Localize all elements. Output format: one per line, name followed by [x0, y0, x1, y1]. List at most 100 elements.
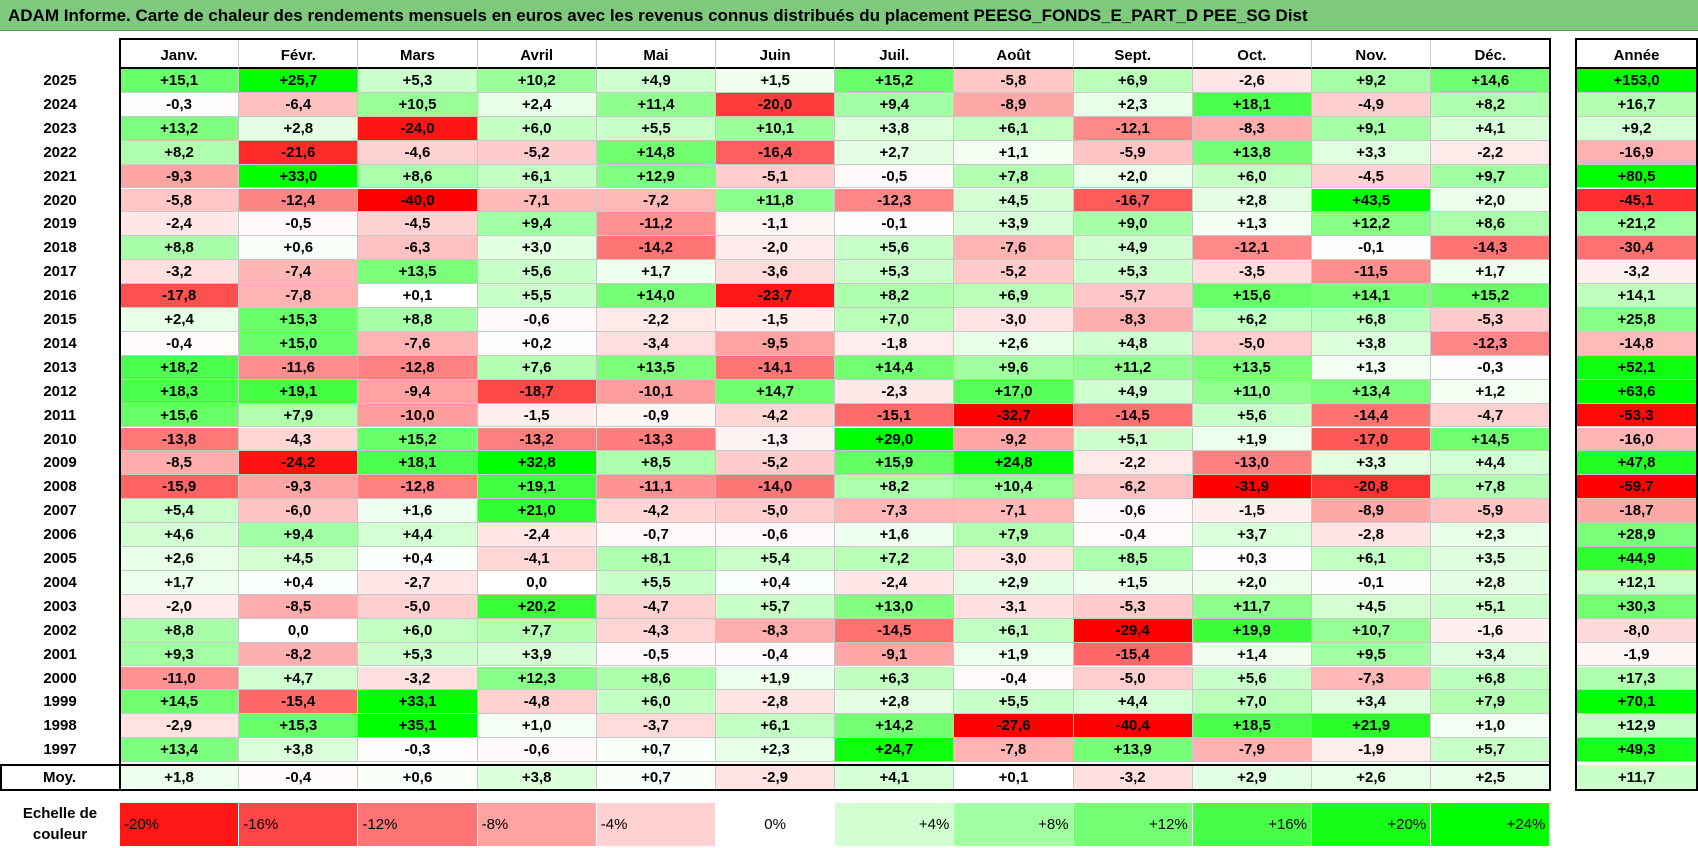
- heatmap-cell: +9,3: [120, 642, 240, 667]
- heatmap-cell: -4,9: [1312, 92, 1432, 117]
- year-label: 2007: [43, 502, 77, 520]
- heatmap-cell: -2,2: [596, 308, 716, 332]
- month-header: Déc.: [1431, 38, 1551, 69]
- heatmap-cell: -9,5: [716, 331, 836, 356]
- year-label: 1999: [43, 693, 77, 711]
- heatmap-cell: +6,2: [1192, 308, 1312, 332]
- heatmap-cell: +13,9: [1073, 738, 1193, 763]
- year-label: 2014: [43, 334, 77, 352]
- heatmap-cell: +15,2: [358, 427, 478, 452]
- color-scale-stop: 0%: [716, 803, 836, 846]
- heatmap-cell: -11,6: [239, 355, 359, 380]
- heatmap-cell: -5,3: [1431, 308, 1551, 332]
- heatmap-cell: +3,3: [1312, 451, 1432, 476]
- heatmap-cell: -2,4: [120, 212, 240, 237]
- heatmap-cell: -15,9: [120, 475, 240, 500]
- chart-title: ADAM Informe. Carte de chaleur des rende…: [0, 0, 1698, 31]
- heatmap-cell: +0,6: [239, 236, 359, 261]
- heatmap-cell: +8,8: [358, 308, 478, 332]
- heatmap-cell: +14,1: [1312, 284, 1432, 308]
- annual-cell: +16,7: [1576, 92, 1698, 117]
- month-header: Oct.: [1192, 38, 1312, 69]
- heatmap-cell: +5,7: [716, 594, 836, 619]
- heatmap-cell: +33,0: [239, 164, 359, 189]
- heatmap-cell: +14,2: [835, 714, 955, 739]
- heatmap-cell: -3,1: [954, 594, 1074, 619]
- month-header: Févr.: [239, 38, 359, 69]
- heatmap-cell: -8,3: [1073, 308, 1193, 332]
- color-scale-stop: +4%: [835, 803, 955, 846]
- heatmap-cell: -5,2: [954, 260, 1074, 285]
- heatmap-cell: +7,0: [1192, 690, 1312, 715]
- heatmap-cell: -13,2: [477, 427, 597, 452]
- heatmap-cell: +2,6: [120, 547, 240, 571]
- heatmap-cell: +5,5: [596, 116, 716, 141]
- heatmap-cell: -5,9: [1431, 499, 1551, 524]
- heatmap-cell: +8,2: [1431, 92, 1551, 117]
- heatmap-cell: -12,8: [358, 355, 478, 380]
- average-cell: +3,8: [477, 765, 597, 792]
- annual-cell: -45,1: [1576, 188, 1698, 213]
- heatmap-cell: +19,1: [239, 379, 359, 404]
- heatmap-cell: -5,8: [954, 69, 1074, 93]
- color-scale-stop: -16%: [239, 803, 359, 846]
- heatmap-cell: +5,5: [477, 284, 597, 308]
- heatmap-cell: +5,1: [1073, 427, 1193, 452]
- heatmap-cell: 0,0: [477, 570, 597, 595]
- heatmap-cell: +15,0: [239, 331, 359, 356]
- heatmap-cell: -7,3: [835, 499, 955, 524]
- annual-cell: -16,9: [1576, 140, 1698, 165]
- average-cell: +0,6: [358, 765, 478, 792]
- heatmap-cell: +8,6: [1431, 212, 1551, 237]
- heatmap-cell: -3,6: [716, 260, 836, 285]
- heatmap-cell: +6,1: [954, 116, 1074, 141]
- year-label: 2017: [43, 263, 77, 281]
- heatmap-cell: -2,2: [1431, 140, 1551, 165]
- heatmap-cell: +3,8: [1312, 331, 1432, 356]
- heatmap-cell: -3,4: [596, 331, 716, 356]
- heatmap-cell: +1,5: [716, 69, 836, 93]
- heatmap-cell: +6,1: [1312, 547, 1432, 571]
- heatmap-cell: -1,3: [716, 427, 836, 452]
- year-label: 2018: [43, 239, 77, 257]
- heatmap-cell: -0,6: [716, 523, 836, 547]
- heatmap-cell: +17,0: [954, 379, 1074, 404]
- heatmap-cell: +6,1: [716, 714, 836, 739]
- heatmap-cell: -0,1: [835, 212, 955, 237]
- heatmap-cell: +5,1: [1431, 594, 1551, 619]
- heatmap-cell: -14,2: [596, 236, 716, 261]
- heatmap-cell: -1,9: [1312, 738, 1432, 763]
- heatmap-cell: +2,8: [1192, 188, 1312, 213]
- color-scale-stop: -12%: [358, 803, 478, 846]
- heatmap-cell: -8,9: [954, 92, 1074, 117]
- heatmap-cell: -15,4: [239, 690, 359, 715]
- heatmap-cell: +9,4: [835, 92, 955, 117]
- heatmap-cell: -8,3: [716, 618, 836, 643]
- heatmap-cell: +0,4: [239, 570, 359, 595]
- heatmap-cell: +9,0: [1073, 212, 1193, 237]
- heatmap-cell: -3,7: [596, 714, 716, 739]
- year-label: 2011: [43, 406, 77, 424]
- heatmap-cell: +14,0: [596, 284, 716, 308]
- heatmap-cell: -2,0: [716, 236, 836, 261]
- heatmap-cell: +14,8: [596, 140, 716, 165]
- color-scale-label-line2: couleur: [32, 826, 88, 843]
- heatmap-cell: +4,9: [1073, 236, 1193, 261]
- average-cell: -3,2: [1073, 765, 1193, 792]
- heatmap-cell: -40,0: [358, 188, 478, 213]
- heatmap-cell: -7,8: [954, 738, 1074, 763]
- heatmap-cell: -7,4: [239, 260, 359, 285]
- heatmap-cell: -0,5: [596, 642, 716, 667]
- heatmap-cell: +4,9: [596, 69, 716, 93]
- heatmap-cell: +19,1: [477, 475, 597, 500]
- heatmap-cell: +3,9: [477, 642, 597, 667]
- heatmap-cell: +5,3: [1073, 260, 1193, 285]
- annual-cell: +12,1: [1576, 570, 1698, 595]
- heatmap-cell: -7,6: [358, 331, 478, 356]
- heatmap-cell: +24,8: [954, 451, 1074, 476]
- heatmap-cell: +4,4: [358, 523, 478, 547]
- heatmap-cell: -5,3: [1073, 594, 1193, 619]
- heatmap-cell: +15,6: [120, 403, 240, 428]
- color-scale-label-line1: Echelle de: [22, 805, 98, 822]
- heatmap-cell: +9,7: [1431, 164, 1551, 189]
